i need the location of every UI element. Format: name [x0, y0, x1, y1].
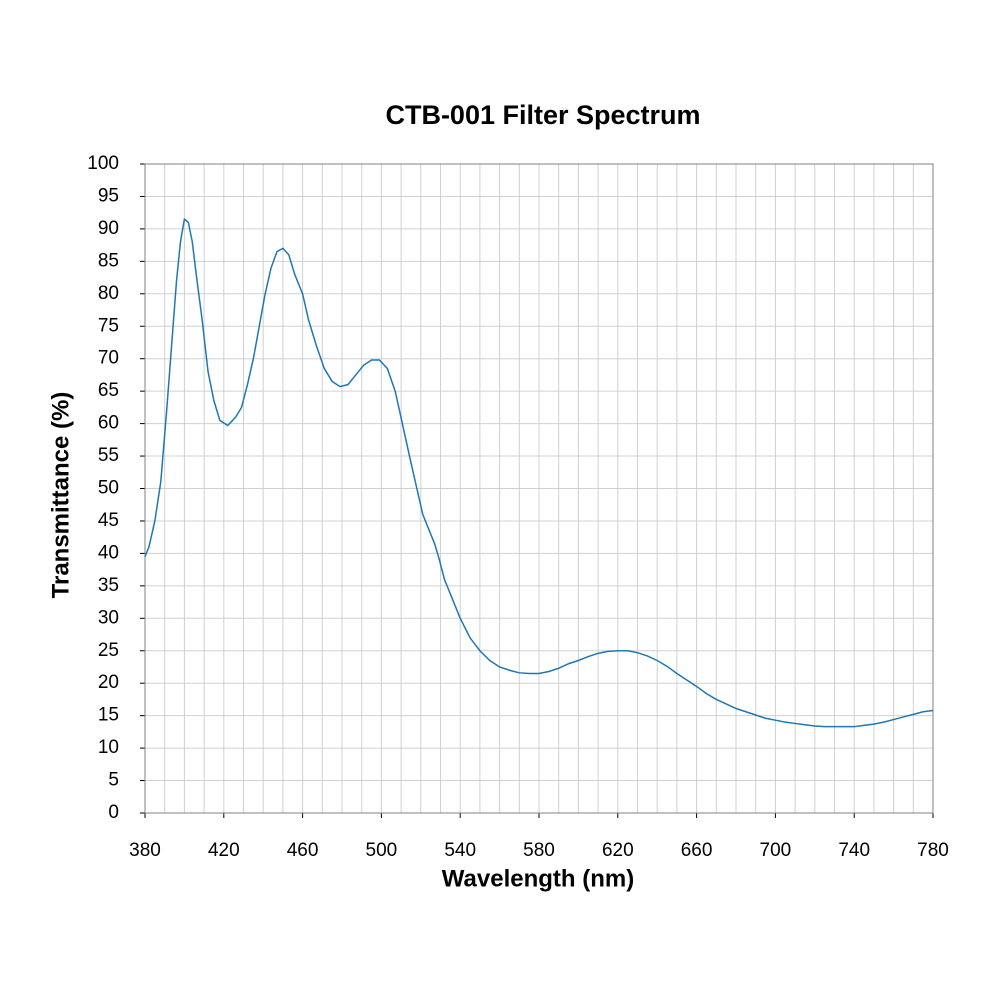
y-tick-label: 0	[108, 802, 119, 823]
x-tick-label: 700	[760, 840, 792, 861]
x-tick-label: 540	[444, 840, 476, 861]
y-tick-label: 40	[98, 542, 119, 563]
y-tick-label: 10	[98, 737, 119, 758]
y-tick-label: 20	[98, 672, 119, 693]
y-tick-label: 90	[98, 218, 119, 239]
y-tick-label: 95	[98, 185, 119, 206]
x-tick-label: 620	[602, 840, 634, 861]
x-tick-label: 500	[366, 840, 398, 861]
y-axis-label: Transmittance (%)	[47, 392, 74, 599]
x-tick-label: 460	[287, 840, 319, 861]
y-tick-label: 70	[98, 348, 119, 369]
y-tick-label: 5	[108, 770, 119, 791]
x-axis-label: Wavelength (nm)	[442, 865, 634, 892]
y-tick-label: 45	[98, 510, 119, 531]
y-tick-label: 85	[98, 250, 119, 271]
chart-title: CTB-001 Filter Spectrum	[385, 100, 700, 130]
y-tick-label: 100	[87, 153, 119, 174]
y-tick-label: 25	[98, 640, 119, 661]
y-tick-label: 35	[98, 575, 119, 596]
x-tick-label: 780	[917, 840, 949, 861]
x-tick-label: 380	[129, 840, 161, 861]
x-tick-label: 580	[523, 840, 555, 861]
x-tick-label: 660	[681, 840, 713, 861]
y-tick-label: 65	[98, 380, 119, 401]
y-tick-label: 15	[98, 705, 119, 726]
y-tick-label: 50	[98, 478, 119, 499]
y-tick-label: 60	[98, 413, 119, 434]
y-tick-label: 80	[98, 283, 119, 304]
y-tick-label: 55	[98, 445, 119, 466]
x-tick-label: 740	[838, 840, 870, 861]
plot-frame	[144, 163, 934, 814]
x-tick-label: 420	[208, 840, 240, 861]
y-tick-label: 75	[98, 315, 119, 336]
y-tick-label: 30	[98, 607, 119, 628]
data-line	[144, 217, 934, 728]
